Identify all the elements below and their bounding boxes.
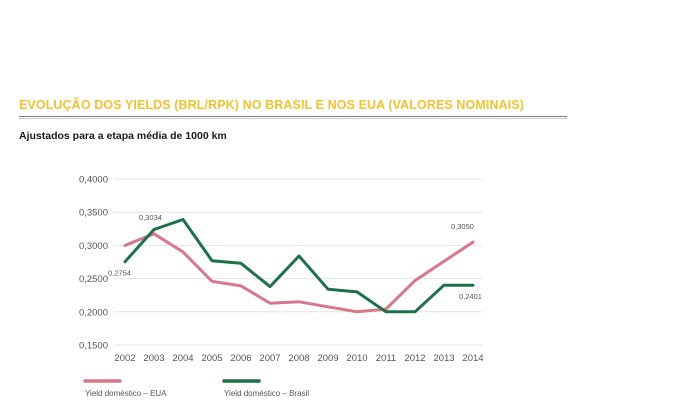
legend: Yield doméstico – EUA Yield doméstico – B… — [83, 379, 309, 398]
y-axis-ticks: 0,1500 0,2000 0,2500 0,3000 0,3500 0,4000 — [79, 175, 108, 352]
chart-title: EVOLUÇÃO DOS YIELDS (BRL/RPK) NO BRASIL … — [19, 98, 524, 112]
series-line-0 — [123, 232, 475, 314]
x-tick-label: 2008 — [288, 353, 309, 364]
data-label: 0,2401 — [459, 292, 482, 301]
x-tick-label: 2006 — [230, 353, 251, 364]
x-tick-label: 2010 — [346, 353, 367, 364]
x-tick-label: 2013 — [433, 353, 454, 364]
y-tick-label: 0,4000 — [79, 175, 108, 186]
x-tick-label: 2014 — [462, 353, 483, 364]
x-tick-label: 2003 — [143, 353, 164, 364]
y-tick-label: 0,3000 — [79, 241, 108, 252]
legend-label-1: Yield doméstico – Brasil — [224, 389, 309, 398]
series-lines — [123, 218, 475, 314]
y-tick-label: 0,3500 — [79, 208, 108, 219]
y-tick-label: 0,1500 — [79, 341, 108, 352]
data-label: 0,3050 — [451, 222, 474, 231]
x-tick-label: 2011 — [376, 353, 396, 364]
series-line-1 — [123, 218, 475, 314]
title-divider — [19, 116, 567, 117]
x-tick-label: 2004 — [172, 353, 193, 364]
x-tick-label: 2007 — [259, 353, 280, 364]
chart-subtitle: Ajustados para a etapa média de 1000 km — [19, 130, 227, 142]
y-tick-label: 0,2000 — [79, 307, 108, 318]
x-axis-ticks: 2002 2003 2004 2005 2006 2007 2008 2009 2010 2011… — [114, 353, 483, 364]
title-divider-light — [19, 118, 567, 119]
x-tick-label: 2002 — [114, 353, 135, 364]
y-tick-label: 0,2500 — [79, 274, 108, 285]
x-tick-label: 2009 — [317, 353, 338, 364]
x-tick-label: 2005 — [201, 353, 222, 364]
legend-label-0: Yield doméstico – EUA — [85, 389, 167, 398]
data-labels: 0,3034 0,2754 0,3050 0,2401 — [108, 213, 482, 301]
data-label: 0,3034 — [139, 213, 162, 222]
data-label: 0,2754 — [108, 269, 131, 278]
x-tick-label: 2012 — [404, 353, 425, 364]
grid-lines — [114, 178, 482, 346]
